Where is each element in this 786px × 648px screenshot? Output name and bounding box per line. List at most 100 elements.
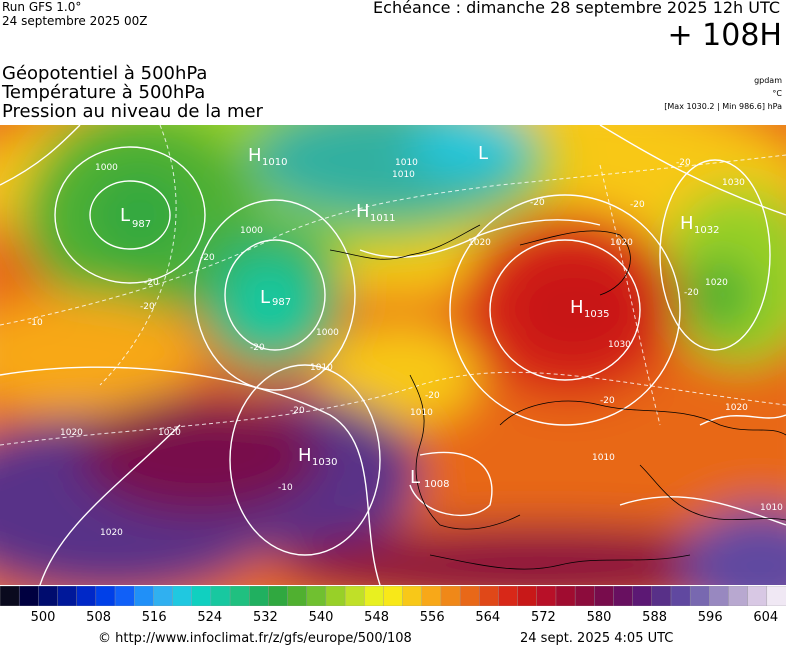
center-type: H (248, 145, 262, 166)
colorbar-swatch (287, 586, 308, 606)
center-type: L (478, 143, 488, 164)
center-value: 1035 (584, 309, 609, 320)
isobar-labels: 1000 1010 1020 1020 1020 1020 1020 1030 … (60, 158, 783, 538)
colorbar-tick-label: 588 (642, 610, 668, 625)
coastlines (329, 224, 786, 570)
pressure-center: H 1010 (248, 145, 287, 168)
colorbar-swatch (0, 586, 20, 606)
pressure-center: L (478, 143, 488, 164)
colorbar-swatch (479, 586, 500, 606)
unit-labels: gpdam °C [Max 1030.2 | Min 986.6] hPa (664, 74, 782, 113)
isotherm-label: -20 (630, 200, 645, 210)
colorbar-tick-label: 532 (252, 610, 278, 625)
isotherm-label: -20 (200, 253, 215, 263)
field-pressure: Pression au niveau de la mer (2, 101, 263, 122)
isotherm-label: -20 (144, 278, 159, 288)
pressure-center: H 1032 (680, 213, 719, 236)
isobar-label: 1020 (158, 428, 181, 438)
pressure-center: L 1008 (410, 467, 449, 490)
colorbar-swatch (747, 586, 768, 606)
center-type: H (680, 213, 694, 234)
colorbar-swatch (613, 586, 634, 606)
isotherm-label: -10 (278, 483, 293, 493)
colorbar-tick-label: 524 (197, 610, 223, 625)
isobar-label: 1020 (468, 238, 491, 248)
pressure-centers: H 1010 L 987 L 987 H 1011 L H 1032 H 103… (120, 143, 719, 490)
pressure-center: H 1011 (356, 201, 395, 224)
unit-geopotential: gpdam (754, 76, 782, 85)
colorbar-tick-label: 580 (586, 610, 612, 625)
colorbar-swatch (249, 586, 270, 606)
isobar-label: 1030 (722, 178, 745, 188)
isobar-label: 1000 (240, 226, 263, 236)
colorbar-tick-label: 516 (141, 610, 167, 625)
colorbar-swatch (383, 586, 404, 606)
colorbar-swatch (210, 586, 231, 606)
isobar-label: 1010 (310, 363, 333, 373)
colorbar-tick-label: 540 (308, 610, 334, 625)
isobar-label: 1020 (610, 238, 633, 248)
isotherm-label: -20 (530, 198, 545, 208)
generated-date: 24 sept. 2025 4:05 UTC (520, 631, 674, 646)
colorbar-swatch (191, 586, 212, 606)
isobar-label: 1020 (60, 428, 83, 438)
colorbar-swatch (268, 586, 289, 606)
center-value: 1030 (312, 457, 337, 468)
run-label: Run GFS 1.0° (2, 0, 82, 14)
center-type: H (298, 445, 312, 466)
colorbar-swatch (632, 586, 653, 606)
colorbar-swatch (402, 586, 423, 606)
colorbar (0, 586, 786, 606)
lead-time: + 108H (667, 18, 783, 53)
center-value: 987 (132, 219, 151, 230)
isobar-label: 1010 (592, 453, 615, 463)
colorbar-swatch (76, 586, 97, 606)
isotherm-label: -20 (684, 288, 699, 298)
isobar-label: 1010 (410, 408, 433, 418)
pressure-range: [Max 1030.2 | Min 986.6] hPa (664, 102, 782, 111)
colorbar-swatch (689, 586, 711, 606)
colorbar-swatch (114, 586, 135, 606)
colorbar-swatch (670, 586, 691, 606)
isotherm-label: -20 (600, 396, 615, 406)
colorbar-tick-label: 508 (86, 610, 112, 625)
colorbar-ticks: 500 508 516 524 532 540 548 556 564 572 580 588 596 6… (0, 610, 786, 626)
colorbar-swatch (651, 586, 672, 606)
pressure-center: H 1030 (298, 445, 337, 468)
pressure-center: L 987 (260, 287, 291, 308)
source-url[interactable]: © http://www.infoclimat.fr/z/gfs/europe/… (98, 631, 412, 646)
isobar-label: 1000 (316, 328, 339, 338)
center-type: L (410, 467, 420, 488)
run-info: Run GFS 1.0° 24 septembre 2025 00Z (2, 0, 147, 28)
colorbar-swatch (57, 586, 78, 606)
isotherms (0, 125, 786, 446)
field-titles: Géopotentiel à 500hPa Température à 500h… (2, 64, 263, 121)
colorbar-swatch (133, 586, 155, 606)
run-date: 24 septembre 2025 00Z (2, 14, 148, 28)
weather-map[interactable]: H 1010 L 987 L 987 H 1011 L H 1032 H 103… (0, 125, 786, 585)
colorbar-tick-label: 564 (475, 610, 501, 625)
isobar-label: 1020 (725, 403, 748, 413)
isobars (0, 125, 786, 585)
colorbar-tick-label: 548 (364, 610, 390, 625)
colorbar-tick-label: 556 (419, 610, 445, 625)
geopotential-field (0, 125, 786, 585)
colorbar-swatch (459, 586, 480, 606)
isobar-label: 1010 (392, 170, 415, 180)
isobar-label: 1020 (100, 528, 123, 538)
colorbar-swatch (709, 586, 730, 606)
isotherm-label: -20 (140, 302, 155, 312)
center-type: L (260, 287, 270, 308)
center-value: 1011 (370, 213, 395, 224)
colorbar-swatch (517, 586, 538, 606)
isotherm-labels: -20 -20 -20 -20 -10 -20 -20 -20 -20 -10 … (28, 158, 699, 493)
colorbar-swatch (172, 586, 193, 606)
center-type: H (570, 297, 584, 318)
colorbar-swatch (18, 586, 40, 606)
colorbar-swatch (344, 586, 365, 606)
center-value: 987 (272, 297, 291, 308)
field-temperature: Température à 500hPa (2, 82, 206, 103)
isobar-label: 1020 (705, 278, 728, 288)
colorbar-swatch (229, 586, 250, 606)
isotherm-label: -20 (676, 158, 691, 168)
